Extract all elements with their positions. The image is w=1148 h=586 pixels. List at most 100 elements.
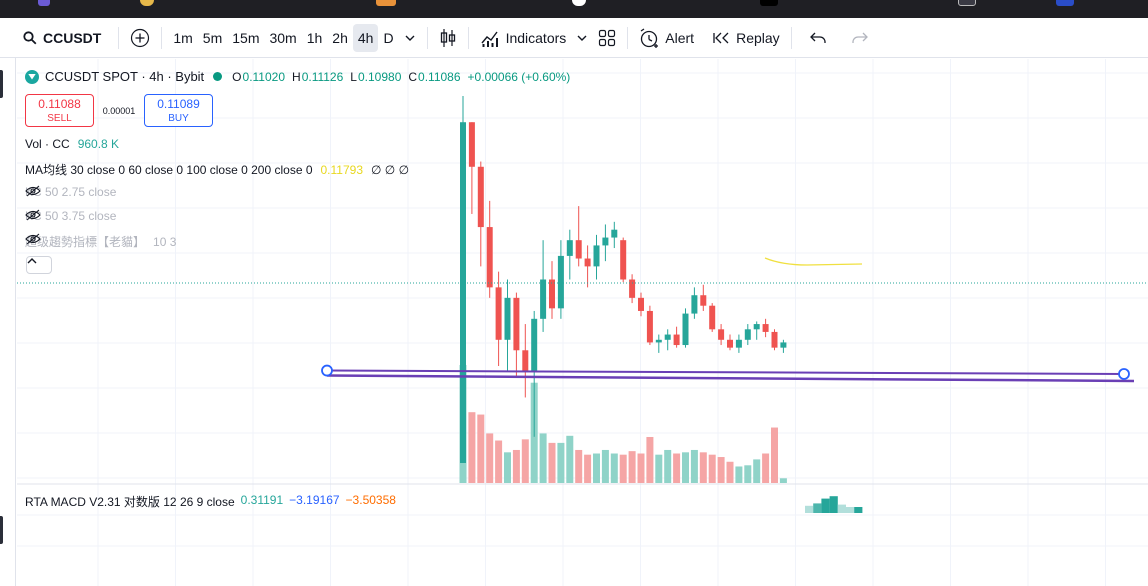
market-status-icon — [213, 72, 223, 81]
open-value: 0.11020 — [242, 69, 286, 84]
toolbar-divider — [161, 26, 163, 49]
candle-body — [718, 329, 725, 340]
volume-bar — [628, 451, 636, 483]
symbol-label: CCUSDT — [43, 29, 102, 46]
candle-body — [780, 342, 787, 348]
volume-bar — [575, 449, 583, 483]
alert-button[interactable]: Alert — [634, 24, 699, 52]
indicator-templates-button[interactable] — [571, 24, 593, 52]
macd-label: RTA MACD V2.31 对数版 12 26 9 close — [25, 495, 235, 509]
indicator-ma[interactable]: MA均线 30 close 0 60 close 0 100 close 0 2… — [25, 161, 409, 178]
timeframe-2h[interactable]: 2h — [332, 29, 348, 46]
candle-body — [673, 334, 680, 346]
undo-icon — [809, 32, 826, 43]
replay-button[interactable]: Replay — [707, 24, 785, 52]
indicator-supertrend[interactable]: 超级趨勢指標【老貓】 10 3 — [25, 233, 184, 250]
redo-button[interactable] — [846, 24, 874, 52]
timeframe-1h[interactable]: 1h — [306, 29, 323, 46]
candle-body — [700, 295, 707, 306]
candle-body — [460, 122, 466, 463]
sell-button[interactable]: 0.11088 SELL — [25, 94, 94, 127]
macd-legend[interactable]: RTA MACD V2.31 对数版 12 26 9 close 0.31191… — [25, 493, 402, 510]
timeframe-dropdown-button[interactable] — [399, 24, 421, 52]
candle-body — [504, 297, 511, 340]
undo-button[interactable] — [804, 24, 832, 52]
candle-body — [477, 166, 484, 228]
volume-bar — [779, 478, 787, 483]
drawing-tool-indicator[interactable] — [0, 70, 3, 98]
high-value: 0.11126 — [301, 69, 344, 84]
search-icon — [23, 30, 37, 44]
taskbar-app-icon — [140, 0, 154, 6]
volume-bar — [512, 449, 520, 483]
candle-body — [575, 240, 582, 259]
kc2-label: KC 50 3.75 close — [25, 209, 117, 223]
chart-pane[interactable]: CCUSDT SPOT · 4h · Bybit O 0.11020 H 0.111… — [17, 59, 1148, 586]
macd-bar — [821, 498, 830, 513]
taskbar-app-icon — [38, 0, 50, 6]
volume-bar — [557, 442, 565, 483]
volume-bar — [744, 465, 752, 483]
indicators-button[interactable]: Indicators — [475, 24, 572, 52]
candle-body — [664, 334, 671, 340]
candle-body — [549, 279, 555, 309]
timeframe-30m[interactable]: 30m — [269, 29, 297, 46]
collapse-legend-button[interactable] — [26, 256, 52, 274]
trend-line-lower — [326, 374, 1135, 383]
timeframe-4h[interactable]: 4h — [352, 23, 379, 52]
candle-body — [495, 287, 502, 340]
buy-button[interactable]: 0.11089 BUY — [144, 94, 213, 127]
candle-body — [566, 240, 573, 256]
candle-body — [540, 279, 547, 319]
toolbar-divider — [790, 26, 792, 49]
indicator-kc-2[interactable]: KC 50 3.75 close — [25, 209, 124, 223]
candle-body — [638, 297, 644, 311]
chart-canvas[interactable] — [17, 59, 1148, 586]
volume-bar — [655, 454, 663, 483]
taskbar-app-icon — [572, 0, 586, 6]
symbol-title[interactable]: CCUSDT SPOT · 4h · Bybit — [45, 69, 205, 84]
taskbar-app-icon — [1056, 0, 1074, 6]
chart-type-button[interactable] — [434, 24, 462, 52]
chevron-down-icon — [577, 35, 587, 41]
macd-bar — [846, 507, 855, 513]
indicator-volume[interactable]: Vol · CC 960.8 K — [25, 137, 119, 151]
volume-bar — [762, 453, 770, 483]
macd-value-2: −3.19167 — [289, 493, 340, 507]
volume-bar — [486, 433, 494, 483]
trend-line-upper — [326, 369, 1125, 375]
timeframe-d[interactable]: D — [383, 29, 394, 46]
drawing-tool-indicator[interactable] — [0, 516, 3, 544]
candle-body — [557, 255, 564, 309]
candle-body — [735, 339, 742, 348]
high-key: H — [292, 69, 301, 84]
add-symbol-icon — [131, 28, 150, 47]
macd-bar — [813, 503, 822, 513]
timeframe-5m[interactable]: 5m — [202, 29, 223, 46]
volume-bar — [566, 435, 574, 483]
volume-bar — [637, 453, 645, 483]
layout-grid-icon — [599, 29, 616, 46]
indicator-kc-1[interactable]: KC 50 2.75 close — [25, 185, 124, 199]
trend-line-drawing[interactable] — [321, 364, 1135, 383]
volume-bar — [717, 457, 725, 483]
compare-symbol-button[interactable] — [125, 24, 155, 52]
volume-bar — [673, 453, 681, 483]
layout-button[interactable] — [593, 24, 621, 52]
timeframe-15m[interactable]: 15m — [232, 29, 260, 46]
volume-bars — [459, 365, 787, 483]
candle-body — [727, 339, 733, 348]
volume-bar — [619, 454, 627, 483]
macd-value-1: 0.31191 — [240, 493, 284, 507]
low-key: L — [350, 69, 357, 84]
volume-bar — [610, 453, 618, 483]
candle-body — [709, 305, 716, 330]
candle-body — [753, 324, 760, 330]
timeframe-1m[interactable]: 1m — [173, 29, 193, 46]
candles-icon — [440, 28, 455, 47]
volume-bar — [690, 449, 698, 483]
candle-body — [468, 122, 475, 167]
ma-label: MA均线 30 close 0 60 close 0 100 close 0 2… — [25, 163, 313, 177]
symbol-search-button[interactable]: CCUSDT — [18, 24, 106, 52]
replay-label: Replay — [736, 29, 780, 46]
